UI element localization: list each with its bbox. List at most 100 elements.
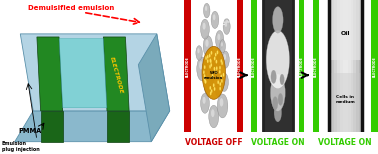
Circle shape bbox=[219, 82, 221, 86]
Bar bbox=[337, 0, 340, 132]
Bar bbox=[356, 0, 359, 132]
Circle shape bbox=[210, 91, 212, 95]
Circle shape bbox=[223, 73, 225, 77]
Circle shape bbox=[196, 46, 202, 60]
Text: Demulsified emulsion: Demulsified emulsion bbox=[28, 5, 114, 11]
Circle shape bbox=[204, 80, 206, 84]
Circle shape bbox=[211, 109, 214, 117]
Circle shape bbox=[220, 98, 223, 107]
Circle shape bbox=[209, 65, 216, 81]
Circle shape bbox=[223, 18, 230, 34]
Polygon shape bbox=[107, 111, 129, 142]
Bar bbox=[348, 0, 351, 132]
Circle shape bbox=[210, 59, 212, 63]
Circle shape bbox=[221, 79, 223, 83]
Bar bbox=[263, 0, 293, 132]
Text: Oil: Oil bbox=[341, 31, 350, 36]
Circle shape bbox=[215, 60, 217, 64]
Circle shape bbox=[222, 51, 229, 68]
Circle shape bbox=[204, 75, 214, 97]
Text: PMMA: PMMA bbox=[19, 128, 42, 134]
Circle shape bbox=[201, 93, 209, 113]
Circle shape bbox=[220, 40, 225, 53]
Circle shape bbox=[211, 68, 213, 73]
Bar bbox=[329, 73, 362, 132]
Circle shape bbox=[214, 57, 217, 64]
Bar bbox=[184, 0, 191, 132]
Circle shape bbox=[203, 70, 205, 74]
Bar bbox=[372, 0, 378, 132]
Circle shape bbox=[203, 97, 206, 104]
Circle shape bbox=[221, 61, 223, 65]
Circle shape bbox=[216, 66, 218, 70]
Text: VOLTAGE ON: VOLTAGE ON bbox=[251, 138, 305, 147]
Circle shape bbox=[204, 74, 206, 78]
Circle shape bbox=[215, 53, 217, 57]
Text: ELECTRODE: ELECTRODE bbox=[109, 56, 124, 95]
Circle shape bbox=[201, 19, 209, 39]
Circle shape bbox=[274, 103, 282, 122]
Circle shape bbox=[223, 54, 226, 60]
Circle shape bbox=[273, 97, 278, 110]
Circle shape bbox=[212, 54, 221, 73]
Circle shape bbox=[220, 75, 222, 79]
Circle shape bbox=[197, 48, 200, 53]
Text: W/O
emulsion: W/O emulsion bbox=[204, 71, 223, 80]
Bar bbox=[342, 0, 345, 132]
Circle shape bbox=[203, 23, 206, 30]
Circle shape bbox=[220, 59, 222, 63]
Bar bbox=[299, 0, 304, 132]
Bar bbox=[351, 0, 353, 132]
Circle shape bbox=[213, 14, 215, 20]
Circle shape bbox=[205, 80, 206, 84]
Text: ELECTRODE: ELECTRODE bbox=[373, 56, 377, 77]
Bar bbox=[335, 0, 337, 132]
Circle shape bbox=[206, 79, 210, 87]
Text: Emulsion
plug injection: Emulsion plug injection bbox=[2, 141, 40, 152]
Circle shape bbox=[209, 65, 211, 69]
Bar bbox=[340, 0, 342, 132]
Circle shape bbox=[219, 70, 221, 74]
Circle shape bbox=[211, 89, 212, 93]
Circle shape bbox=[217, 34, 220, 40]
Bar bbox=[251, 0, 257, 132]
Circle shape bbox=[211, 63, 212, 67]
Circle shape bbox=[209, 59, 211, 63]
Circle shape bbox=[205, 56, 207, 60]
Circle shape bbox=[217, 51, 218, 54]
Circle shape bbox=[213, 83, 215, 87]
Polygon shape bbox=[59, 38, 107, 108]
Circle shape bbox=[222, 76, 225, 83]
Bar bbox=[313, 0, 319, 132]
Circle shape bbox=[217, 80, 219, 84]
Polygon shape bbox=[20, 34, 170, 111]
Polygon shape bbox=[103, 37, 129, 111]
Circle shape bbox=[212, 74, 214, 78]
Text: Cells in
medium: Cells in medium bbox=[335, 95, 355, 104]
Circle shape bbox=[205, 39, 209, 47]
Circle shape bbox=[273, 7, 283, 33]
Circle shape bbox=[280, 74, 284, 85]
Bar bbox=[237, 0, 243, 132]
Circle shape bbox=[215, 70, 217, 74]
Circle shape bbox=[207, 55, 209, 59]
Polygon shape bbox=[40, 111, 63, 142]
Circle shape bbox=[271, 70, 276, 83]
Circle shape bbox=[221, 42, 223, 47]
Bar bbox=[329, 0, 332, 132]
Circle shape bbox=[202, 46, 225, 99]
Bar bbox=[353, 0, 356, 132]
Text: ELECTRODE: ELECTRODE bbox=[252, 56, 256, 77]
Circle shape bbox=[278, 93, 283, 105]
Text: VOLTAGE OFF: VOLTAGE OFF bbox=[185, 138, 243, 147]
Circle shape bbox=[209, 54, 211, 58]
Text: ELECTRODE: ELECTRODE bbox=[314, 56, 318, 77]
Circle shape bbox=[205, 6, 207, 11]
Text: ELECTRODE: ELECTRODE bbox=[300, 56, 304, 77]
Bar bbox=[329, 0, 362, 132]
Circle shape bbox=[219, 66, 221, 70]
Circle shape bbox=[220, 73, 228, 91]
Circle shape bbox=[204, 77, 206, 81]
Circle shape bbox=[225, 21, 227, 27]
Circle shape bbox=[214, 87, 215, 91]
